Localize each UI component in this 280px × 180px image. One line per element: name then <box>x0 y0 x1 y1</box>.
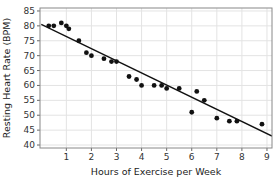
marks <box>41 20 272 136</box>
grid-line-y <box>40 70 272 71</box>
scatter-point <box>227 119 232 124</box>
ticks: 12345678940455055606570758085 <box>24 6 271 162</box>
tick-label-y: 45 <box>24 125 35 135</box>
grid-line-x <box>216 8 217 148</box>
scatter-point <box>152 83 157 88</box>
scatter-point <box>59 20 64 25</box>
scatter-point <box>134 77 139 82</box>
scatter-point <box>109 59 114 64</box>
scatter-point <box>214 116 219 121</box>
grid-line-y <box>40 25 272 26</box>
x-axis-label: Hours of Exercise per Week <box>91 166 222 177</box>
grid-line-x <box>166 8 167 148</box>
tick-label-y: 55 <box>24 95 35 105</box>
tick-label-x: 8 <box>239 152 245 162</box>
y-axis-label: Resting Heart Rate (BPM) <box>1 18 12 139</box>
chart: 12345678940455055606570758085Hours of Ex… <box>0 0 280 180</box>
scatter-point <box>159 83 164 88</box>
tick-label-y: 65 <box>24 66 35 76</box>
grid-line-y <box>40 145 272 146</box>
scatter-point <box>66 26 71 31</box>
grid-line-y <box>40 100 272 101</box>
grid-line-x <box>116 8 117 148</box>
scatter-point <box>260 122 265 127</box>
scatter-point <box>194 89 199 94</box>
grid-line-x <box>241 8 242 148</box>
scatter-point <box>102 56 107 61</box>
grid-line-x <box>191 8 192 148</box>
scatter-point <box>114 59 119 64</box>
grid <box>40 8 272 148</box>
scatter-point <box>51 23 56 28</box>
scatter-point <box>84 50 89 55</box>
tick-label-y: 75 <box>24 36 35 46</box>
tick-label-y: 60 <box>24 80 36 90</box>
scatter-point <box>89 53 94 58</box>
trend-line <box>41 24 272 136</box>
tick-label-x: 4 <box>139 152 145 162</box>
scatter-point <box>177 86 182 91</box>
tick-label-x: 7 <box>214 152 220 162</box>
grid-line-y <box>40 10 272 11</box>
tick-label-x: 2 <box>89 152 95 162</box>
grid-line-x <box>141 8 142 148</box>
scatter-point <box>127 74 132 79</box>
tick-label-y: 40 <box>24 140 36 150</box>
plot-background <box>40 8 272 148</box>
grid-line-y <box>40 115 272 116</box>
scatter-point <box>202 98 207 103</box>
tick-label-x: 9 <box>264 152 270 162</box>
grid-line-x <box>91 8 92 148</box>
scatter-point <box>234 119 239 124</box>
tick-label-x: 3 <box>114 152 120 162</box>
scatter-point <box>189 110 194 115</box>
grid-line-y <box>40 55 272 56</box>
plot-frame <box>40 8 272 148</box>
grid-line-y <box>40 130 272 131</box>
scatter-point <box>139 83 144 88</box>
scatter-point <box>46 23 51 28</box>
scatter-point <box>164 86 169 91</box>
tick-label-x: 1 <box>63 152 69 162</box>
tick-label-y: 85 <box>24 6 35 16</box>
scatter-point <box>76 38 81 43</box>
tick-label-y: 50 <box>24 110 36 120</box>
tick-label-y: 80 <box>24 21 36 31</box>
tick-label-x: 6 <box>189 152 195 162</box>
tick-label-y: 70 <box>24 51 36 61</box>
tick-label-x: 5 <box>164 152 170 162</box>
grid-line-x <box>266 8 267 148</box>
